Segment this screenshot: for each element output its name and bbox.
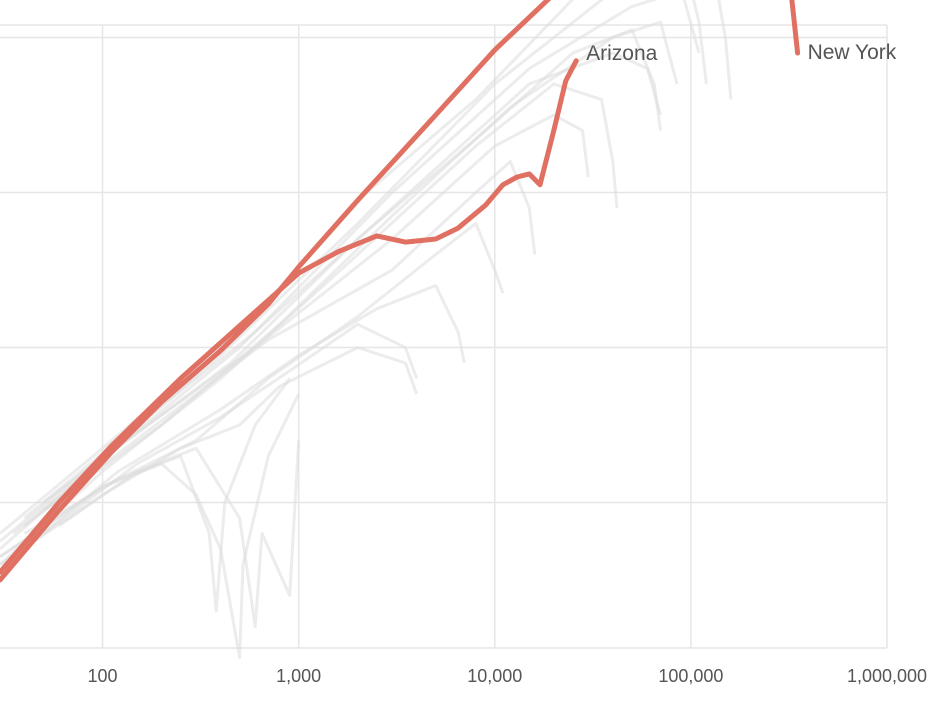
series-labels: New York Arizona <box>586 41 897 65</box>
background-series-line <box>23 160 537 527</box>
background-series <box>0 0 733 659</box>
background-series-line <box>12 28 662 535</box>
new-york-line <box>0 0 801 583</box>
background-series-line <box>23 284 466 551</box>
background-series-line <box>0 222 505 559</box>
x-tick-label: 100 <box>88 666 118 686</box>
background-series-line <box>58 440 301 628</box>
x-tick-label: 1,000,000 <box>847 666 927 686</box>
x-tick-label: 10,000 <box>467 666 522 686</box>
background-series-line <box>0 393 301 659</box>
background-series-line <box>42 322 419 535</box>
arizona-line <box>0 58 579 575</box>
arizona-label: Arizona <box>586 42 658 65</box>
x-axis-ticks: 100 1,000 10,000 100,000 1,000,000 <box>88 666 928 686</box>
grid <box>0 24 888 649</box>
new-york-label: New York <box>808 41 897 64</box>
highlighted-series <box>0 0 801 583</box>
x-tick-label: 100,000 <box>658 666 723 686</box>
background-series-line <box>42 113 590 504</box>
x-tick-label: 1,000 <box>276 666 321 686</box>
